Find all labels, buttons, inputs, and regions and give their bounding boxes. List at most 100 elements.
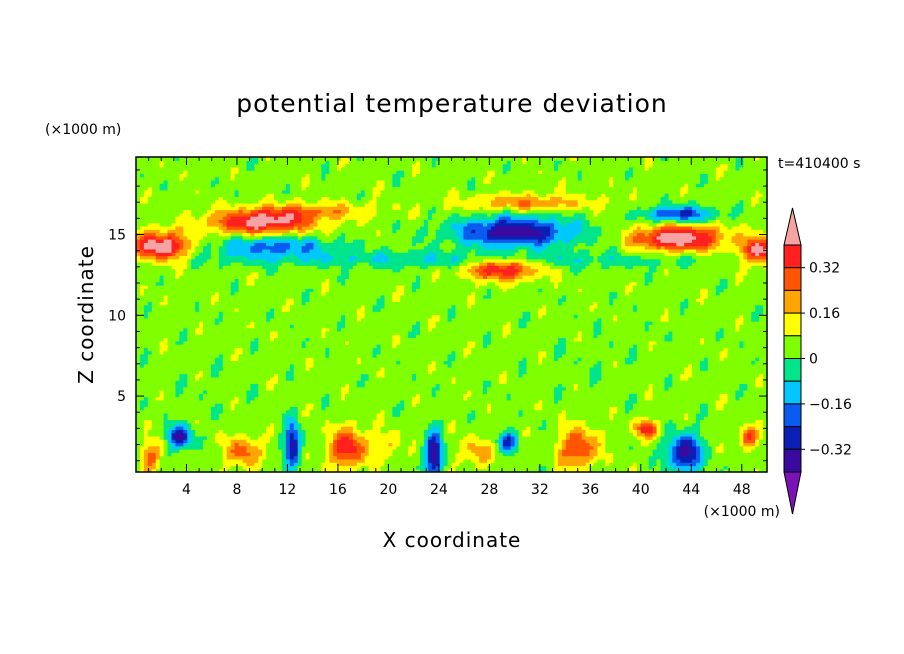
field-cell [400, 458, 405, 463]
field-cell [530, 452, 535, 457]
field-cell [577, 452, 583, 457]
field-cell [542, 452, 547, 457]
field-cell [569, 458, 575, 463]
field-cell [151, 449, 157, 453]
field-cell [171, 452, 177, 457]
field-cell [337, 452, 342, 457]
field-cell [459, 452, 464, 457]
field-cell [538, 462, 543, 467]
field-cell [266, 458, 271, 463]
field-cell [270, 458, 275, 463]
field-cell [475, 452, 480, 457]
field-cell [183, 449, 188, 453]
field-cell [703, 462, 709, 467]
field-cell [703, 452, 709, 457]
field-cell [640, 455, 646, 460]
field-cell [731, 455, 737, 460]
field-cell [601, 468, 606, 472]
field-cell [270, 468, 275, 472]
field-cell [191, 462, 196, 467]
field-cell [518, 455, 524, 460]
field-cell [530, 455, 535, 460]
field-cell [167, 468, 173, 472]
field-cell [222, 468, 228, 472]
field-cell [345, 458, 350, 463]
field-cell [443, 452, 449, 457]
field-cell [159, 455, 165, 460]
field-cell [281, 452, 287, 457]
field-cell [471, 452, 476, 457]
field-cell [270, 465, 275, 470]
field-cell [739, 455, 744, 460]
field-cell [463, 465, 468, 470]
field-cell [483, 452, 488, 457]
field-cell [136, 468, 141, 472]
field-cell [191, 465, 196, 470]
field-cell [136, 455, 141, 460]
field-cell [136, 449, 141, 453]
field-cell [309, 465, 315, 470]
field-cell [277, 465, 283, 470]
field-cell [498, 465, 504, 470]
field-cell [747, 455, 752, 460]
field-cell [617, 452, 622, 457]
field-cell [577, 468, 583, 472]
field-cell [601, 465, 606, 470]
field-cell [143, 468, 149, 472]
field-cell [392, 465, 397, 470]
field-cell [660, 462, 666, 467]
field-cell [502, 465, 508, 470]
field-cell [715, 468, 721, 472]
field-cell [569, 452, 575, 457]
field-cell [648, 468, 654, 472]
field-cell [222, 462, 228, 467]
field-cell [167, 452, 173, 457]
field-cell [151, 462, 157, 467]
field-cell [652, 462, 658, 467]
field-cell [191, 452, 196, 457]
field-cell [510, 458, 516, 463]
field-cell [226, 462, 232, 467]
field-cell [364, 455, 370, 460]
y-unit-label: (×1000 m) [45, 122, 121, 138]
field-cell [147, 452, 153, 457]
field-cell [262, 468, 267, 472]
field-cell [727, 455, 733, 460]
field-cell [348, 455, 354, 460]
field-cell [664, 462, 669, 467]
field-cell [431, 458, 437, 463]
field-cell [561, 468, 567, 472]
field-cell [317, 455, 322, 460]
field-cell [526, 458, 531, 463]
field-cell [680, 465, 685, 470]
field-cell [696, 458, 701, 463]
field-cell [435, 462, 441, 467]
field-cell [557, 452, 563, 457]
field-cell [625, 455, 630, 460]
field-cell [392, 468, 397, 472]
field-cell [218, 468, 224, 472]
field-cell [325, 455, 330, 460]
field-cell [668, 458, 673, 463]
field-cell [751, 462, 756, 467]
field-cell [305, 458, 311, 463]
field-cell [305, 465, 311, 470]
field-cell [274, 452, 279, 457]
field-cell [136, 462, 141, 467]
field-cell [246, 468, 251, 472]
field-cell [364, 462, 370, 467]
field-cell [226, 458, 232, 463]
field-cell [384, 465, 389, 470]
field-cell [297, 462, 303, 467]
field-cell [530, 458, 535, 463]
field-cell [431, 452, 437, 457]
field-cell [747, 462, 752, 467]
field-cell [632, 458, 638, 463]
field-cell [593, 455, 599, 460]
field-cell [483, 465, 488, 470]
field-cell [159, 452, 165, 457]
field-cell [317, 452, 322, 457]
field-cell [159, 458, 165, 463]
field-cell [203, 465, 208, 470]
field-cell [542, 455, 547, 460]
